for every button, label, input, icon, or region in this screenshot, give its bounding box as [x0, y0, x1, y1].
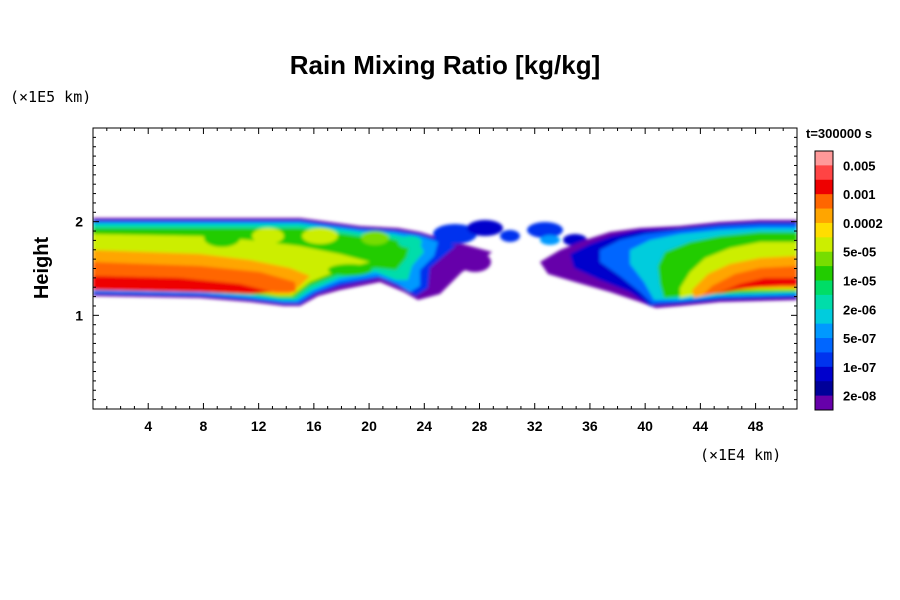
mid-cloud-7 [459, 252, 491, 272]
colorbar-label: 1e-07 [843, 360, 876, 375]
eddy-5 [398, 236, 422, 248]
right-band-level-9 [716, 278, 797, 294]
eddy-1 [204, 229, 240, 247]
x-tick-label: 36 [582, 418, 598, 434]
colorbar-swatch [815, 165, 833, 181]
colorbar-label: 2e-08 [843, 389, 876, 404]
colorbar-swatch [815, 352, 833, 368]
x-axis: 4 8 12 16 20 24 28 32 36 40 44 48 [106, 128, 798, 434]
colorbar-swatch [815, 179, 833, 195]
colorbar-swatch [815, 309, 833, 325]
y-scale-note: (×1E5 km) [10, 88, 91, 106]
chart-title: Rain Mixing Ratio [kg/kg] [290, 50, 601, 80]
x-tick-label: 12 [251, 418, 267, 434]
colorbar-swatch [815, 237, 833, 253]
x-tick-label: 28 [472, 418, 488, 434]
eddy-4 [361, 231, 389, 245]
y-tick-label: 1 [75, 307, 83, 323]
colorbar-label: 5e-07 [843, 331, 876, 346]
colorbar-swatch [815, 194, 833, 210]
colorbar-swatch [815, 323, 833, 339]
colorbar: 0.005 0.001 0.0002 5e-05 1e-05 2e-06 5e-07 1e-0… [814, 150, 883, 411]
x-tick-label: 44 [693, 418, 709, 434]
x-tick-label: 8 [200, 418, 208, 434]
eddy-2 [252, 228, 284, 244]
colorbar-swatch [815, 395, 833, 411]
left-band-level-9 [93, 276, 272, 294]
colorbar-swatch [815, 251, 833, 267]
y-axis-label: Height [31, 237, 53, 300]
colorbar-swatch [815, 222, 833, 238]
colorbar-swatch [815, 381, 833, 397]
x-tick-label: 4 [144, 418, 152, 434]
x-tick-label: 48 [748, 418, 764, 434]
y-tick-label: 2 [75, 214, 83, 230]
mid-cloud-1 [433, 224, 477, 244]
time-label: t=300000 s [806, 126, 872, 141]
colorbar-label: 0.001 [843, 187, 876, 202]
colorbar-frame [814, 150, 834, 411]
eddy-6 [328, 264, 372, 276]
x-tick-label: 32 [527, 418, 543, 434]
mid-cloud-3 [500, 230, 520, 242]
colorbar-label: 1e-05 [843, 274, 876, 289]
colorbar-swatch [815, 338, 833, 353]
colorbar-swatch [815, 294, 833, 310]
mid-cloud-4 [527, 222, 563, 238]
colorbar-swatch [815, 366, 833, 382]
x-tick-label: 20 [361, 418, 377, 434]
right-band-level-8 [702, 266, 797, 296]
mid-cloud-2 [467, 220, 503, 236]
colorbar-label: 5e-05 [843, 245, 876, 260]
colorbar-label: 2e-06 [843, 302, 876, 317]
colorbar-swatch [815, 280, 833, 296]
eddy-3 [302, 228, 338, 244]
contour-field [93, 218, 797, 308]
colorbar-label: 0.005 [843, 158, 876, 173]
colorbar-swatch [815, 208, 833, 224]
x-tick-label: 40 [637, 418, 653, 434]
colorbar-swatch [815, 266, 833, 281]
x-tick-label: 24 [417, 418, 433, 434]
colorbar-swatch [815, 151, 833, 166]
left-band-level-8 [93, 262, 296, 292]
mid-cloud-5 [540, 235, 560, 245]
x-scale-note: (×1E4 km) [700, 446, 781, 464]
y-axis: 12 [75, 136, 797, 401]
x-tick-label: 16 [306, 418, 322, 434]
colorbar-label: 0.0002 [843, 216, 883, 231]
